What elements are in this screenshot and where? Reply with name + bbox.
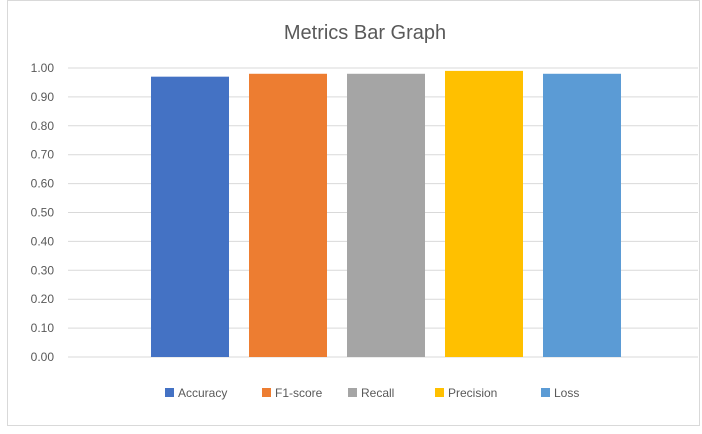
y-tick-label: 0.10 (31, 321, 55, 335)
legend-item-loss: Loss (541, 386, 579, 400)
legend-item-f1-score: F1-score (262, 386, 323, 400)
legend-swatch (435, 388, 444, 397)
bar-accuracy (151, 76, 229, 358)
legend-label: Recall (361, 386, 394, 400)
y-tick-label: 0.60 (31, 177, 55, 191)
y-tick-label: 0.80 (31, 119, 55, 133)
legend-label: Loss (554, 386, 579, 400)
legend-item-precision: Precision (435, 386, 497, 400)
legend-label: F1-score (275, 386, 323, 400)
bar-precision (445, 70, 523, 357)
y-tick-label: 0.20 (31, 292, 55, 306)
legend-swatch (262, 388, 271, 397)
bar-chart: Metrics Bar Graph 0.000.100.200.300.400.… (31, 22, 698, 400)
legend: Accuracy F1-score Recall Precision Loss (165, 386, 579, 400)
bars (151, 70, 621, 358)
y-tick-label: 0.30 (31, 263, 55, 277)
legend-label: Precision (448, 386, 497, 400)
legend-item-recall: Recall (348, 386, 394, 400)
bar-loss (543, 73, 621, 357)
legend-swatch (348, 388, 357, 397)
legend-swatch (541, 388, 550, 397)
y-tick-label: 0.00 (31, 350, 55, 364)
legend-item-accuracy: Accuracy (165, 386, 227, 400)
y-tick-label: 0.40 (31, 234, 55, 248)
y-tick-label: 0.70 (31, 148, 55, 162)
chart-frame: Metrics Bar Graph 0.00 0.10 0.20 0.30 0.40 0.… (7, 0, 700, 426)
bar-f1-score (249, 73, 327, 357)
bar-recall (347, 73, 425, 357)
legend-label: Accuracy (178, 386, 227, 400)
y-tick-label: 0.50 (31, 206, 55, 220)
y-axis-ticks: 0.00 0.10 0.20 0.30 0.40 0.50 0.60 0.70 0.80 0.90… (31, 61, 55, 364)
chart-title: Metrics Bar Graph (284, 22, 446, 44)
legend-swatch (165, 388, 174, 397)
y-tick-label: 1.00 (31, 61, 55, 75)
y-tick-label: 0.90 (31, 90, 55, 104)
